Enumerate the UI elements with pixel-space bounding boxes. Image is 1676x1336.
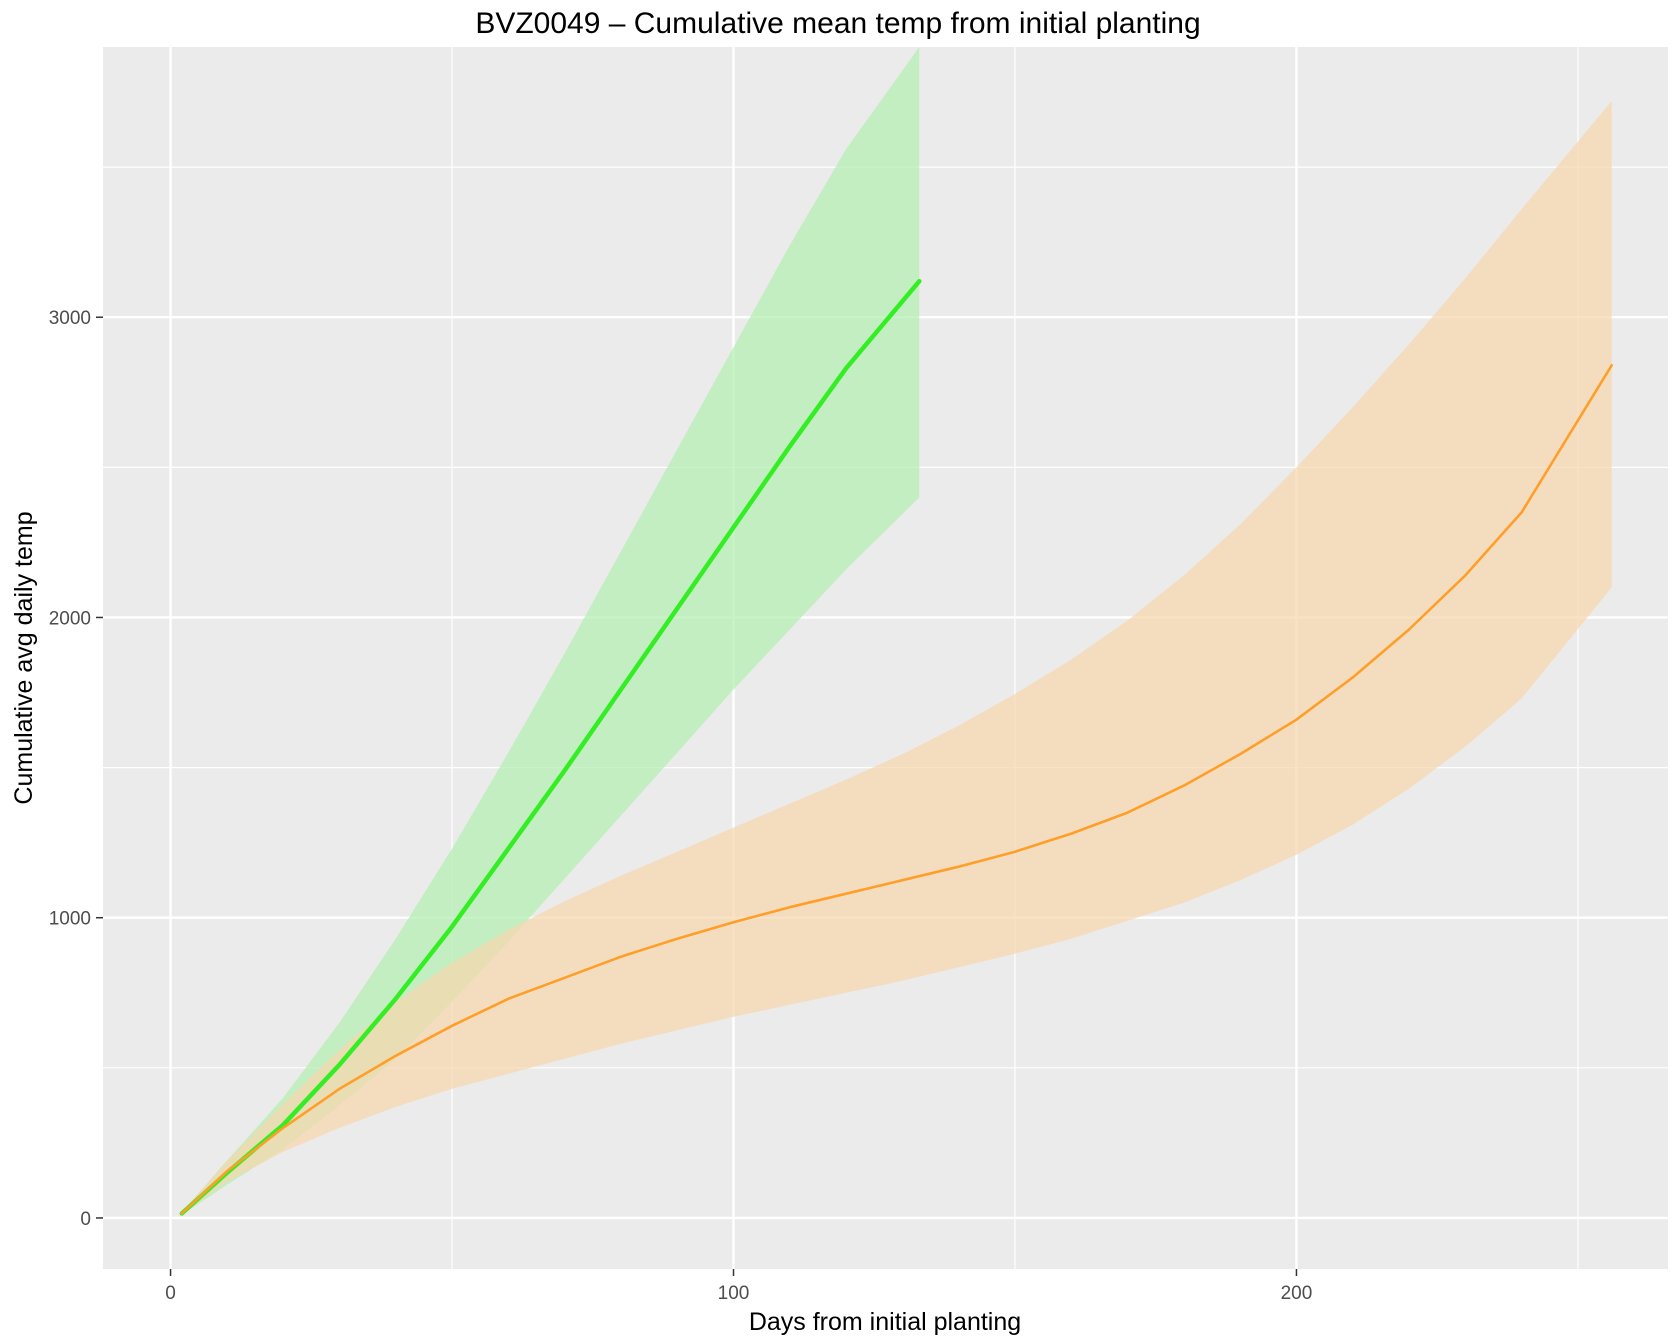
confidence-bands [181, 47, 1612, 1215]
green-series-line [179, 278, 922, 1216]
series-lines [179, 278, 1613, 1216]
y-axis-title: Cumulative avg daily temp [10, 511, 38, 804]
x-axis: 0 100 200 [165, 1269, 1312, 1304]
y-axis: 0 1000 2000 3000 [49, 308, 103, 1230]
green-confidence-band [181, 47, 920, 1215]
y-tick-label: 0 [80, 1209, 91, 1230]
orange-series-line [180, 363, 1613, 1215]
x-axis-title: Days from initial planting [749, 1308, 1021, 1336]
x-tick-label: 100 [718, 1283, 750, 1304]
y-tick-label: 1000 [49, 909, 91, 930]
chart-title: BVZ0049 – Cumulative mean temp from init… [475, 7, 1200, 40]
y-tick-label: 3000 [49, 308, 91, 329]
x-tick-label: 200 [1281, 1283, 1313, 1304]
x-tick-label: 0 [165, 1283, 176, 1304]
y-tick-label: 2000 [49, 608, 91, 629]
orange-confidence-band [181, 101, 1612, 1215]
